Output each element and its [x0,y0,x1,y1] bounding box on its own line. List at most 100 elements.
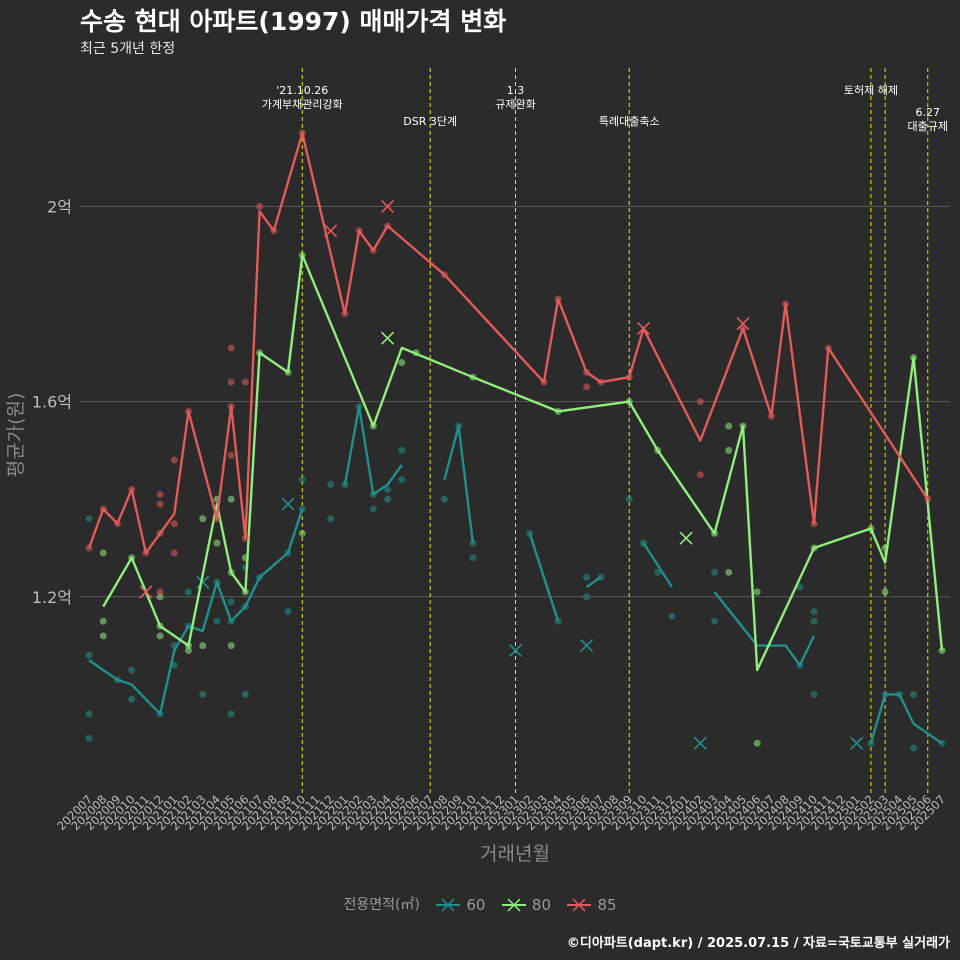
cross-marker-60 [508,643,523,658]
data-point-85 [696,398,704,406]
cross-marker-60 [580,639,594,653]
cross-marker-60 [196,575,210,589]
data-point-60 [583,593,591,601]
series-85 [85,129,932,599]
data-point-60 [625,495,633,503]
data-point-60 [241,690,249,698]
y-tick-label: 1.6억 [32,393,72,412]
data-point-60 [910,690,918,698]
legend-label-85: 85 [597,896,617,914]
data-point-85 [227,451,235,459]
y-tick-label: 2억 [47,197,72,216]
data-point-85 [156,500,164,508]
data-point-85 [227,378,235,386]
data-point-60 [398,446,406,454]
series-line-60 [585,576,602,588]
event-label: 특례대출축소 [599,115,660,128]
data-point-60 [384,485,392,493]
series-line-60 [869,693,943,745]
legend-key-85 [567,898,592,912]
legend-item-85: 85 [565,896,617,914]
data-point-60 [227,598,235,606]
data-point-85 [170,520,178,528]
data-point-80 [753,588,761,596]
data-point-60 [654,568,662,576]
data-point-80 [725,568,733,576]
data-point-60 [796,583,804,591]
data-point-80 [227,495,235,503]
data-point-60 [469,554,477,562]
data-point-60 [327,515,335,523]
series-80 [99,251,946,747]
legend-item-80: 80 [500,896,551,914]
data-point-80 [199,642,207,650]
data-point-60 [327,481,335,489]
cross-marker-60 [850,736,864,750]
source-caption: ©디아파트(dapt.kr) / 2025.07.15 / 자료=국토교통부 실… [566,936,950,951]
data-point-60 [227,710,235,718]
cross-marker-80 [380,331,395,345]
data-point-60 [298,476,306,484]
cross-marker-85 [736,316,750,331]
chart-subtitle: 최근 5개년 한정 [80,41,176,57]
series-line-60 [88,508,304,716]
cross-marker-85 [636,321,651,335]
event-label: 6.27 [916,106,941,119]
data-point-60 [85,710,93,718]
legend-title: 전용면적(㎡) [343,897,420,913]
data-point-60 [469,539,477,547]
data-point-80 [398,359,406,367]
data-point-85 [156,490,164,498]
data-point-60 [810,690,818,698]
series-line-60 [528,533,560,622]
cross-marker-60 [281,497,295,511]
data-point-80 [156,632,164,640]
series-line-60 [443,424,475,544]
data-point-85 [227,344,235,352]
data-point-80 [725,422,733,430]
event-label: 1.3 [507,84,525,97]
event-label: 규제완화 [495,98,535,111]
series-line-60 [713,591,816,667]
legend-label-60: 60 [466,896,486,914]
data-point-80 [298,529,306,537]
data-point-60 [199,690,207,698]
event-label: 가계부채관리강화 [262,98,343,111]
data-point-60 [128,666,136,674]
event-label: 토허제 해제 [844,83,898,97]
data-point-80 [753,739,761,747]
data-point-60 [398,476,406,484]
data-point-60 [668,612,676,620]
axis-layer: 1.2억1.6억2억202007202008202009202010202011… [32,197,948,833]
series-60 [85,402,946,752]
data-point-60 [910,744,918,752]
data-point-85 [696,471,704,479]
legend-item-60: 60 [434,896,485,914]
event-label: 대출규제 [908,120,948,133]
data-point-60 [369,505,377,513]
data-point-60 [384,495,392,503]
event-label: DSR 3단계 [403,115,457,128]
data-point-60 [810,607,818,615]
data-point-80 [227,642,235,650]
data-point-80 [199,515,207,523]
legend-key-80 [501,898,526,912]
data-point-60 [440,495,448,503]
cross-marker-85 [380,199,395,213]
y-axis-label: 평균가(원) [5,393,27,478]
data-point-80 [213,539,221,547]
data-point-85 [170,549,178,557]
series-line-80 [102,254,944,672]
data-point-80 [99,549,107,557]
chart-title: 수송 현대 아파트(1997) 매매가격 변화 [80,7,507,36]
series-line-60 [343,405,403,496]
data-point-85 [241,378,249,386]
data-point-80 [99,617,107,625]
data-point-85 [256,202,264,210]
data-point-60 [711,617,719,625]
legend-label-80: 80 [531,896,551,914]
x-axis-label: 거래년월 [480,843,550,865]
event-label: '21.10.26 [276,84,328,97]
